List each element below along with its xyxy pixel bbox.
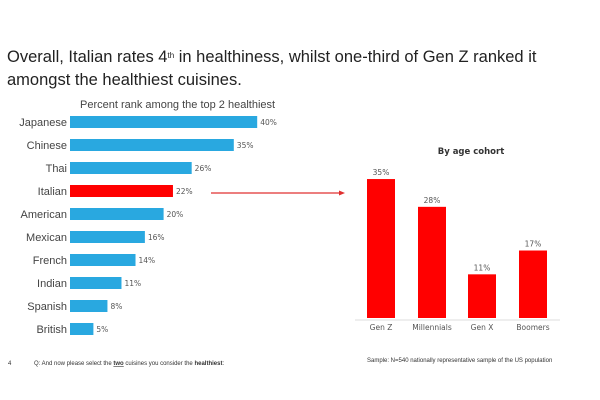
category-label: British: [36, 324, 67, 336]
bar-thai: [70, 162, 192, 174]
category-label: Gen Z: [370, 323, 393, 332]
right-chart-title: By age cohort: [438, 147, 505, 157]
bar-japanese: [70, 116, 258, 128]
value-label: 16%: [148, 233, 165, 242]
category-label: Millennials: [412, 323, 452, 332]
headline: Overall, Italian rates 4th in healthines…: [7, 48, 537, 89]
category-label: Boomers: [516, 323, 549, 332]
bar-indian: [70, 277, 122, 289]
category-label: Gen X: [471, 323, 494, 332]
value-label: 40%: [260, 118, 277, 127]
bar-gen-z: [367, 179, 395, 318]
category-label: Italian: [38, 186, 67, 198]
category-label: French: [33, 255, 67, 267]
category-label: Thai: [46, 163, 67, 175]
value-label: 8%: [110, 302, 122, 311]
bar-chinese: [70, 139, 234, 151]
bar-gen-x: [468, 274, 496, 318]
question-text: Q: And now please select the two cuisine…: [34, 361, 224, 367]
value-label: 26%: [195, 164, 212, 173]
value-label: 22%: [176, 187, 193, 196]
left-chart-title: Percent rank among the top 2 healthiest: [80, 99, 275, 111]
bar-british: [70, 323, 94, 335]
value-label: 28%: [424, 196, 441, 205]
bar-millennials: [418, 206, 446, 318]
bar-american: [70, 208, 164, 220]
bar-boomers: [519, 250, 547, 318]
category-label: Japanese: [19, 117, 67, 129]
category-label: Indian: [37, 278, 67, 290]
right-chart: 35% Gen Z 28% Millennials 11% Gen X 17% Boomers: [367, 168, 550, 332]
category-label: Mexican: [26, 232, 67, 244]
value-label: 17%: [525, 240, 542, 249]
arrow-head: [339, 190, 345, 196]
value-label: 14%: [139, 256, 156, 265]
value-label: 20%: [167, 210, 184, 219]
category-label: Chinese: [27, 140, 67, 152]
bar-italian: [70, 185, 173, 197]
value-label: 5%: [96, 325, 108, 334]
value-label: 35%: [237, 141, 254, 150]
bar-spanish: [70, 300, 108, 312]
page-number: 4: [8, 361, 12, 367]
left-chart: Japanese 40% Chinese 35% Thai 26% Italian 22% Am…: [19, 116, 277, 336]
value-label: 11%: [124, 279, 141, 288]
bar-mexican: [70, 231, 145, 243]
category-label: American: [21, 209, 67, 221]
value-label: 11%: [474, 263, 491, 272]
category-label: Spanish: [27, 301, 67, 313]
sample-text: Sample: N=540 nationally representative …: [367, 358, 552, 364]
value-label: 35%: [373, 168, 390, 177]
bar-french: [70, 254, 136, 266]
